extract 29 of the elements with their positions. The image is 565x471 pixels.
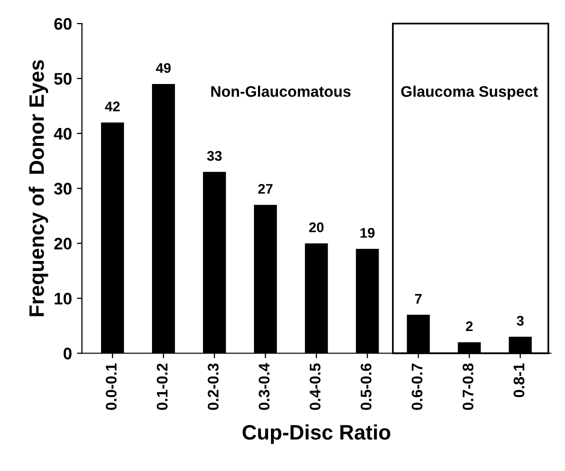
x-tick-label: 0.7-0.8: [462, 363, 474, 410]
data-label: 49: [156, 63, 171, 73]
data-label: 33: [207, 151, 222, 161]
y-tick-label: 60: [54, 18, 72, 30]
x-tick-label: 0.0-0.1: [106, 363, 117, 410]
y-axis-title: Frequency of Donor Eyes: [28, 60, 48, 316]
x-axis-title: Cup-Disc Ratio: [242, 424, 390, 444]
y-tick-label: 40: [54, 128, 72, 140]
data-label: 20: [309, 222, 324, 232]
annotation: Glaucoma Suspect: [401, 86, 538, 100]
y-tick-label: 50: [54, 72, 72, 85]
data-label: 3: [516, 316, 524, 326]
y-tick-label: 0: [64, 348, 72, 360]
x-tick-label: 0.1-0.2: [156, 364, 168, 410]
annotation: Non-Glaucomatous: [211, 86, 351, 97]
x-tick-label: 0.6-0.7: [412, 364, 422, 410]
y-tick-label: 30: [54, 182, 72, 195]
data-label: 19: [360, 228, 375, 238]
x-tick-label: 0.4-0.5: [310, 363, 320, 410]
x-tick-label: 0.5-0.6: [360, 364, 372, 410]
y-tick-label: 10: [54, 292, 72, 305]
x-tick-label: 0.3-0.4: [258, 363, 270, 410]
x-tick-label: 0.2-0.3: [208, 364, 219, 410]
y-tick-label: 20: [54, 238, 72, 250]
data-label: 7: [415, 294, 422, 304]
data-label: 27: [258, 184, 273, 194]
data-label: 2: [466, 321, 473, 332]
data-label: 42: [104, 102, 120, 112]
x-tick-label: 0.8-1: [514, 363, 524, 398]
